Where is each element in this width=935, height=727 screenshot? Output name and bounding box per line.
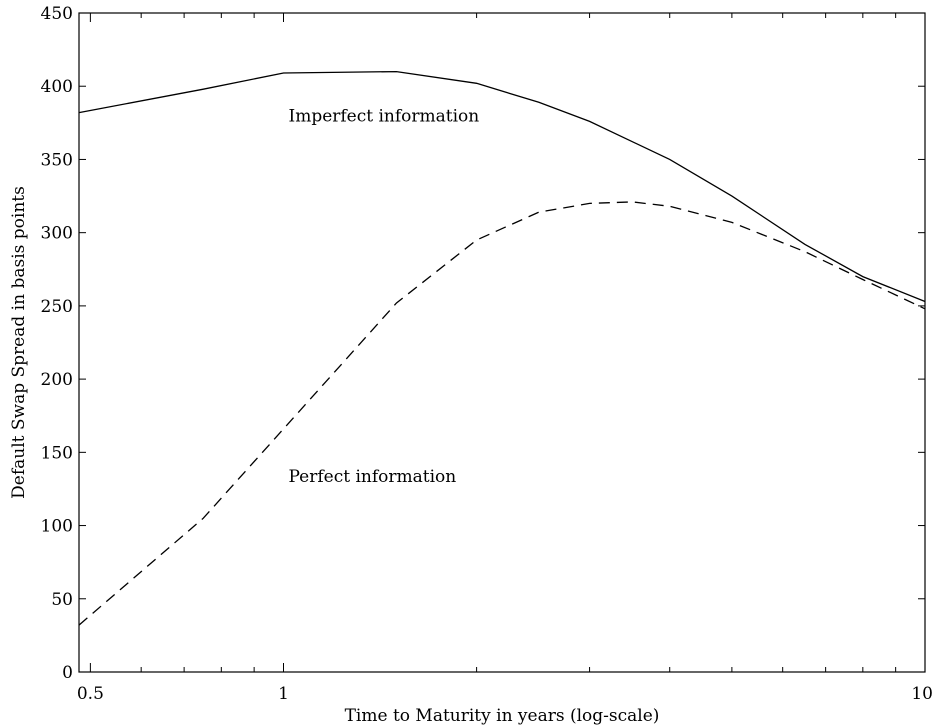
y-tick-label: 100 bbox=[41, 517, 73, 537]
series-layer bbox=[78, 70, 926, 626]
y-tick-label: 250 bbox=[41, 297, 73, 317]
plot-frame bbox=[78, 12, 926, 673]
series-line-2 bbox=[78, 201, 926, 626]
series-annotation: Perfect information bbox=[288, 467, 456, 487]
x-tick-label: 10 bbox=[911, 684, 933, 704]
y-tick-label: 200 bbox=[41, 370, 73, 390]
y-axis: 0 50 100 150 200 250 300 350 400 450 bbox=[41, 4, 925, 683]
x-axis-title: Time to Maturity in years (log-scale) bbox=[345, 706, 660, 726]
y-tick-label: 400 bbox=[41, 77, 73, 97]
series-annotation: Imperfect information bbox=[288, 107, 479, 127]
series-line-1 bbox=[78, 70, 926, 303]
x-tick-label: 0.5 bbox=[77, 684, 104, 704]
y-tick-label: 350 bbox=[41, 150, 73, 170]
x-axis: 0.5 1 10 bbox=[77, 13, 933, 704]
annotations: Imperfect information Perfect information bbox=[288, 107, 479, 487]
y-axis-title: Default Swap Spread in basis points bbox=[9, 186, 29, 499]
y-tick-label: 0 bbox=[62, 663, 73, 683]
x-tick-label: 1 bbox=[278, 684, 289, 704]
y-tick-label: 150 bbox=[41, 443, 73, 463]
y-tick-label: 450 bbox=[41, 4, 73, 24]
y-tick-label: 50 bbox=[51, 590, 73, 610]
y-tick-label: 300 bbox=[41, 224, 73, 244]
